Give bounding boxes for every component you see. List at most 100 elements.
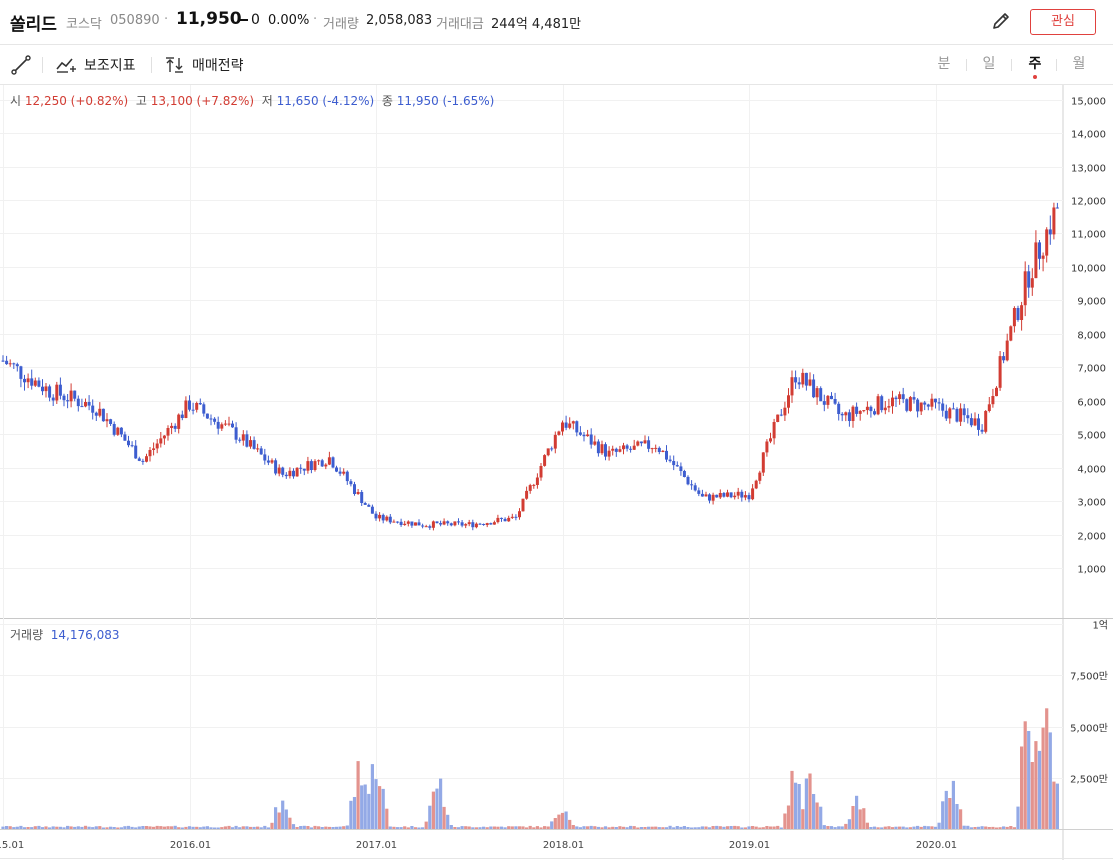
toolbar-divider — [151, 57, 152, 73]
candle-body — [543, 455, 547, 466]
candle-body — [345, 471, 349, 482]
volume-bar — [245, 826, 249, 829]
strategy-button[interactable]: 매매전략 — [164, 45, 244, 84]
candle-body — [137, 458, 141, 461]
candle-body — [396, 521, 399, 523]
volume-bar — [1023, 721, 1027, 829]
period-week-tab[interactable]: 주 — [1028, 56, 1042, 72]
chart-toolbar: 보조지표 매매전략 분 일 주 월 — [0, 45, 1113, 85]
volume-bar — [994, 827, 999, 829]
volume-bar — [643, 827, 647, 829]
candle-body — [503, 518, 507, 522]
stock-chart[interactable]: 2015.01 2016.01 2017.01 2018.01 2019.01 2020.… — [0, 85, 1113, 861]
volume-bar — [847, 819, 851, 829]
candle-body — [830, 395, 833, 400]
candle-body — [862, 410, 866, 412]
period-month-tab[interactable]: 월 — [1072, 56, 1086, 72]
period-day-tab[interactable]: 일 — [982, 56, 996, 72]
candle-body — [639, 441, 643, 444]
volume-bar — [15, 826, 19, 829]
candle-body — [378, 514, 382, 519]
candle-body — [69, 390, 73, 402]
volume-bar — [894, 826, 898, 829]
candle-body — [891, 397, 894, 407]
period-divider — [966, 59, 967, 71]
volume-bar — [937, 822, 941, 829]
candle-body — [682, 471, 686, 477]
volume-bar — [707, 827, 712, 829]
candle-body — [327, 457, 331, 465]
candle-body — [923, 402, 927, 405]
candle-body — [912, 397, 916, 400]
candle-body — [259, 448, 263, 455]
volume-bar — [973, 827, 977, 829]
volume-bar — [1009, 826, 1013, 829]
candle-body — [8, 363, 12, 365]
volume-bar — [772, 826, 776, 829]
price-tick-label: 6,000 — [1077, 398, 1106, 409]
volume-bar — [794, 782, 798, 829]
volume-bar — [496, 826, 500, 829]
candle-body — [482, 524, 486, 525]
price-tick-label: 8,000 — [1077, 331, 1106, 342]
volume-bar — [690, 827, 694, 829]
candle-body — [718, 493, 722, 498]
candle-body — [288, 470, 292, 477]
volume-bar — [378, 786, 382, 829]
candle-body — [568, 423, 572, 428]
candle-body — [277, 467, 281, 474]
volume-bar — [317, 826, 321, 829]
volume-bar — [431, 791, 435, 829]
candle-body — [500, 517, 503, 519]
candle-body — [521, 498, 525, 512]
volume-bar — [930, 826, 934, 829]
price-tick-label: 10,000 — [1071, 264, 1106, 275]
candle-body — [908, 397, 912, 411]
volume-bar — [148, 826, 152, 829]
candle-body — [496, 517, 500, 523]
candle-body — [758, 472, 762, 481]
candle-body — [715, 494, 719, 498]
candle-body — [101, 408, 105, 422]
candle-body — [941, 403, 945, 411]
volume-bar — [352, 797, 357, 829]
candle-body — [765, 441, 769, 453]
x-tick-label: 2020.01 — [916, 840, 957, 851]
candle-body — [898, 394, 902, 399]
volume-bar — [779, 827, 783, 829]
drawing-tool-button[interactable] — [10, 45, 38, 84]
candle-body — [414, 522, 417, 526]
candle-body — [571, 421, 575, 424]
watchlist-button[interactable]: 관심 — [1030, 9, 1096, 35]
volume-bar — [1055, 783, 1059, 829]
pencil-icon[interactable] — [990, 10, 1012, 32]
volume-bar — [22, 827, 27, 829]
volume-bar — [116, 827, 120, 829]
volume-bar — [901, 826, 905, 829]
period-minute-tab[interactable]: 분 — [937, 56, 951, 72]
volume-bar — [743, 827, 747, 829]
volume-bar — [1005, 826, 1009, 829]
volume-bar — [388, 826, 392, 829]
candle-body — [385, 516, 389, 521]
candle-body — [596, 441, 600, 454]
x-tick-label: 2016.01 — [170, 840, 211, 851]
candle-body — [446, 521, 450, 524]
volume-bar — [822, 825, 826, 829]
candle-body — [342, 471, 346, 474]
volume-bar — [464, 826, 468, 829]
indicators-button[interactable]: 보조지표 — [56, 45, 136, 84]
volume-bar — [664, 827, 669, 829]
volume-bar — [844, 823, 848, 829]
volume-bar — [1002, 826, 1006, 829]
volume-bar — [510, 826, 514, 829]
candle-body — [1030, 278, 1034, 288]
volume-bar — [546, 826, 550, 829]
candle-body — [116, 427, 120, 435]
candle-body — [349, 481, 353, 485]
volume-bar — [596, 826, 600, 829]
volume-bar — [26, 827, 30, 829]
candle-body — [180, 414, 184, 418]
volume-bar — [797, 784, 801, 829]
candle-body — [191, 409, 195, 411]
